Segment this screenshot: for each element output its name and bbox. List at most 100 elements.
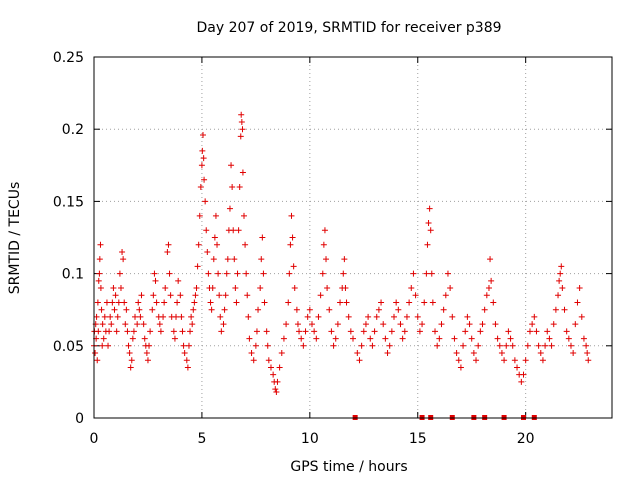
data-point [99,342,106,349]
data-point [226,205,233,212]
data-point [209,285,216,292]
data-point [436,335,443,342]
data-point [143,350,150,357]
data-point [188,313,195,320]
data-point [328,328,335,335]
data-point [332,335,339,342]
grid-lines [94,57,612,418]
x-axis-label: GPS time / hours [290,459,407,475]
axis-ticks: 0 0.05 0.1 0.15 0.2 0.25 0 5 10 15 20 [53,50,612,447]
data-point [232,285,239,292]
data-point [144,357,151,364]
data-point [319,270,326,277]
data-point [286,270,293,277]
data-point [171,335,178,342]
data-point [373,313,380,320]
data-point [531,313,538,320]
data-point [195,241,202,248]
data-point [395,306,402,313]
data-point [479,321,486,328]
data-point [285,299,292,306]
data-point [175,277,182,284]
data-point [259,234,266,241]
data-point [388,328,395,335]
data-point [238,111,245,118]
data-point [572,321,579,328]
data-point [330,342,337,349]
data-point [470,350,477,357]
data-point [199,147,206,154]
data-point [462,328,469,335]
data-point [449,313,456,320]
data-point [134,321,141,328]
data-point [337,299,344,306]
data-point [321,227,328,234]
data-point [162,285,169,292]
x-tick-label: 15 [409,431,427,447]
data-point [397,321,404,328]
data-point [203,227,210,234]
data-point [542,342,549,349]
data-point [208,306,215,313]
data-point [130,328,137,335]
data-point [108,321,115,328]
data-point [583,342,590,349]
data-point [223,270,230,277]
data-point [326,306,333,313]
data-point [253,328,260,335]
data-point [177,292,184,299]
data-point [123,306,130,313]
data-point [453,350,460,357]
data-point [360,328,367,335]
data-point [399,335,406,342]
data-point [576,285,583,292]
data-point [113,328,120,335]
data-point [101,313,108,320]
data-point [483,292,490,299]
data-point [509,342,516,349]
data-point [234,270,241,277]
data-point [481,306,488,313]
data-point [218,328,225,335]
data-point [233,299,240,306]
data-point [367,335,374,342]
data-point [341,256,348,263]
data-point [191,299,198,306]
data-point [125,342,132,349]
plot-frame [93,56,613,419]
chart-title: Day 207 of 2019, SRMTID for receiver p38… [196,20,501,36]
data-point [129,335,136,342]
data-point [220,321,227,328]
data-point [242,241,249,248]
y-tick-label: 0.1 [62,267,84,283]
data-point [250,357,257,364]
data-point [173,313,180,320]
data-point [558,263,565,270]
data-point [490,299,497,306]
data-point [340,270,347,277]
data-point [520,371,527,378]
data-point [426,205,433,212]
data-point [117,285,124,292]
data-point [580,335,587,342]
data-point [190,306,197,313]
data-point [228,162,235,169]
data-point [507,335,514,342]
data-point [561,306,568,313]
data-point [296,328,303,335]
data-point [98,306,105,313]
data-point [210,256,217,263]
data-point [197,183,204,190]
data-point [257,285,264,292]
data-point [498,350,505,357]
data-point [136,306,143,313]
data-point [300,342,307,349]
data-point [347,328,354,335]
data-point [494,335,501,342]
y-tick-label: 0.2 [62,122,84,138]
data-point [189,321,196,328]
data-point [384,350,391,357]
data-point [216,292,223,299]
data-point [317,292,324,299]
